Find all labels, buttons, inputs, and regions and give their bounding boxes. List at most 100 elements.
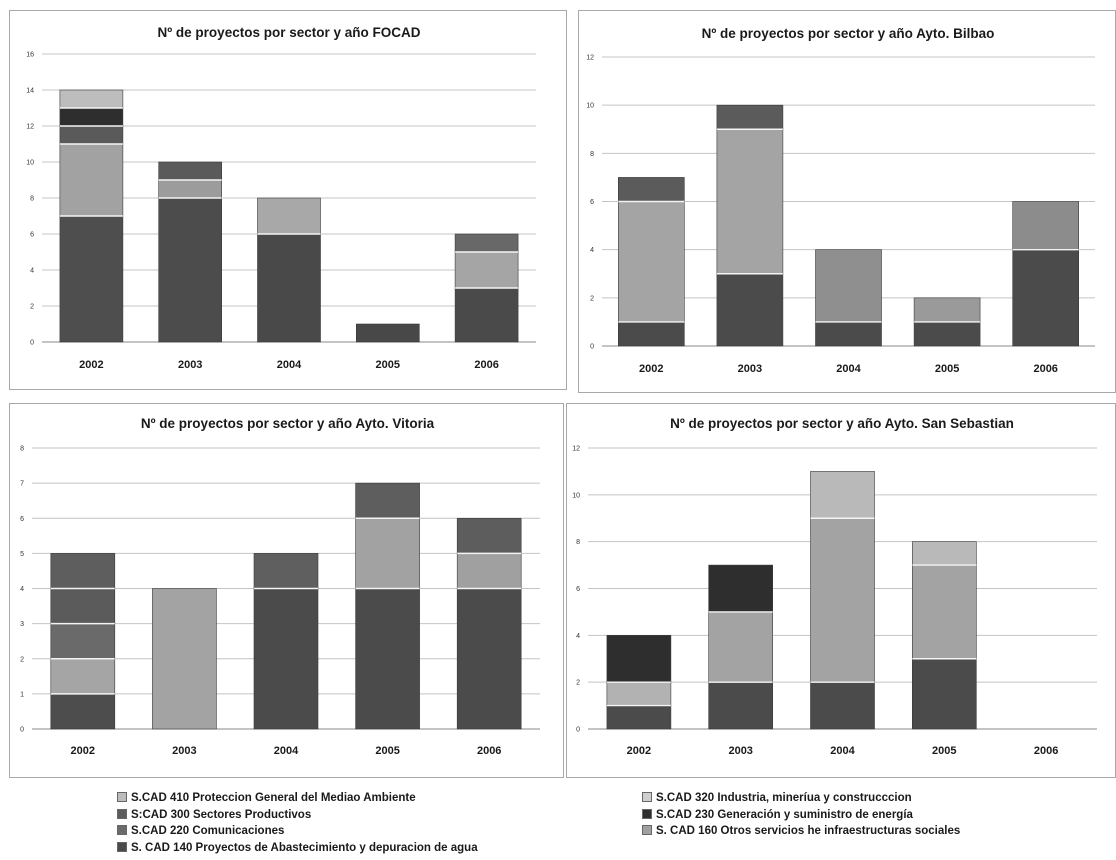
x-tick-label: 2002 <box>627 745 651 757</box>
y-tick-label: 4 <box>590 247 594 254</box>
chart-vitoria: Nº de proyectos por sector y año Ayto. V… <box>9 403 564 778</box>
x-tick-label: 2002 <box>71 745 95 757</box>
bar-segment <box>617 321 685 347</box>
bar-segment <box>708 681 773 730</box>
bar-segment <box>454 251 519 289</box>
y-tick-label: 8 <box>576 539 580 546</box>
y-tick-label: 4 <box>30 268 34 275</box>
x-tick-label: 2004 <box>836 363 861 375</box>
legend-label: S:CAD 300 Sectores Productivos <box>131 808 312 821</box>
legend-item: S.CAD 230 Generación y suministro de ene… <box>642 807 960 824</box>
x-tick-label: 2005 <box>376 359 400 371</box>
chart-focad: Nº de proyectos por sector y año FOCAD 0 2… <box>9 10 567 390</box>
x-tick-label: 2005 <box>375 745 399 757</box>
bar-segment <box>810 517 875 683</box>
y-tick-label: 0 <box>590 344 594 351</box>
bar-segment <box>606 635 672 683</box>
bar-segment <box>355 323 420 343</box>
chart-svg: Nº de proyectos por sector y año Ayto. V… <box>20 416 540 757</box>
bar-segment <box>59 125 124 145</box>
x-tick-label: 2004 <box>277 359 302 371</box>
legend-left: S.CAD 410 Proteccion General del Mediao … <box>117 790 478 856</box>
bar-segment <box>810 681 875 730</box>
legend-item: S. CAD 140 Proyectos de Abastecimiento y… <box>117 840 478 857</box>
x-tick-label: 2005 <box>935 363 959 375</box>
x-tick-label: 2004 <box>274 745 299 757</box>
bar-segment <box>158 179 222 199</box>
bar-segment <box>253 553 319 589</box>
bar-segment <box>454 233 519 253</box>
bar-segment <box>456 517 522 554</box>
bar-segment <box>158 197 222 343</box>
bar-segment <box>257 197 321 235</box>
bar-segment <box>50 658 116 695</box>
y-tick-label: 10 <box>572 492 580 499</box>
legend-label: S. CAD 140 Proyectos de Abastecimiento y… <box>131 841 478 854</box>
legend-item: S:CAD 300 Sectores Productivos <box>117 807 478 824</box>
y-tick-label: 8 <box>20 446 24 453</box>
legend-label: S. CAD 160 Otros servicios he infraestru… <box>656 825 961 837</box>
bar-segment <box>1012 201 1080 250</box>
bar-segment <box>911 541 977 566</box>
y-tick-label: 4 <box>20 586 24 593</box>
bar-segment <box>152 588 217 730</box>
bar-segment <box>50 588 116 624</box>
legend-item: S.CAD 220 Comunicaciones <box>117 823 478 840</box>
y-tick-label: 6 <box>590 199 594 206</box>
legend-label: S.CAD 410 Proteccion General del Mediao … <box>131 792 416 804</box>
bar-segment <box>815 321 882 347</box>
chart-title: Nº de proyectos por sector y año Ayto. B… <box>702 26 995 41</box>
y-tick-label: 0 <box>30 340 34 347</box>
bar-segment <box>454 287 519 343</box>
bar-segment <box>606 705 672 730</box>
y-tick-label: 2 <box>20 656 24 663</box>
bar-segment <box>1012 249 1080 347</box>
legend-swatch <box>642 825 652 835</box>
x-tick-label: 2003 <box>738 363 762 375</box>
x-tick-label: 2005 <box>932 745 956 757</box>
x-tick-label: 2006 <box>1034 745 1058 757</box>
bar-segment <box>716 273 784 347</box>
y-tick-label: 4 <box>576 633 580 640</box>
bar-segment <box>911 564 977 660</box>
y-tick-label: 8 <box>590 151 594 158</box>
y-tick-label: 7 <box>20 481 24 488</box>
x-tick-label: 2003 <box>728 745 752 757</box>
x-tick-label: 2006 <box>474 359 498 371</box>
x-tick-label: 2003 <box>178 359 202 371</box>
x-tick-label: 2006 <box>477 745 501 757</box>
chart-title: Nº de proyectos por sector y año FOCAD <box>158 25 421 40</box>
y-tick-label: 0 <box>20 727 24 734</box>
bar-segment <box>50 623 116 660</box>
chart-svg: Nº de proyectos por sector y año FOCAD 0 2… <box>26 25 536 371</box>
y-tick-label: 12 <box>572 446 580 453</box>
bar-segment <box>716 104 784 130</box>
bar-segment <box>913 321 981 347</box>
y-tick-label: 0 <box>576 727 580 734</box>
chart-svg: Nº de proyectos por sector y año Ayto. B… <box>586 26 1095 375</box>
bar-segment <box>913 297 981 323</box>
legend-item: S. CAD 160 Otros servicios he infraestru… <box>642 823 960 840</box>
x-tick-label: 2002 <box>79 359 103 371</box>
chart-title: Nº de proyectos por sector y año Ayto. V… <box>141 416 435 431</box>
bar-segment <box>617 177 685 202</box>
y-tick-label: 6 <box>576 586 580 593</box>
bar-segment <box>815 249 882 323</box>
y-tick-label: 10 <box>586 103 594 110</box>
y-tick-label: 14 <box>26 88 34 95</box>
chart-title: Nº de proyectos por sector y año Ayto. S… <box>670 416 1014 431</box>
chart-svg: Nº de proyectos por sector y año Ayto. S… <box>572 416 1097 757</box>
x-tick-label: 2004 <box>830 745 855 757</box>
x-tick-label: 2006 <box>1033 363 1057 375</box>
y-tick-label: 6 <box>20 516 24 523</box>
y-tick-label: 12 <box>26 124 34 131</box>
y-tick-label: 8 <box>30 196 34 203</box>
bar-segment <box>606 681 672 706</box>
legend-swatch <box>117 825 127 835</box>
bar-segment <box>59 215 124 343</box>
chart-bilbao: Nº de proyectos por sector y año Ayto. B… <box>578 10 1116 393</box>
legend-right: S.CAD 320 Industria, mineríua y construc… <box>642 790 960 840</box>
legend-swatch <box>117 841 127 852</box>
legend-item: S.CAD 410 Proteccion General del Mediao … <box>117 790 478 807</box>
legend-swatch <box>642 808 652 819</box>
